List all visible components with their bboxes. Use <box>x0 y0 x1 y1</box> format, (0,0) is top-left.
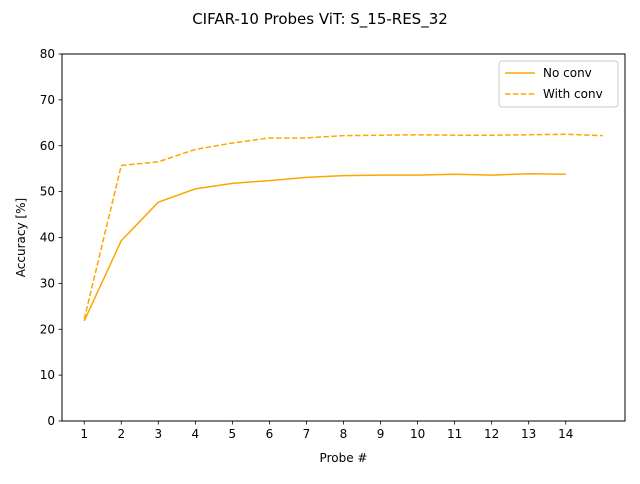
x-tick-label: 6 <box>266 427 274 441</box>
legend-label-no-conv: No conv <box>543 66 592 80</box>
y-tick-label: 70 <box>40 93 55 107</box>
x-tick-label: 1 <box>80 427 88 441</box>
x-tick-label: 3 <box>154 427 162 441</box>
x-tick-label: 5 <box>229 427 237 441</box>
y-axis-label: Accuracy [%] <box>14 198 28 277</box>
x-tick-label: 10 <box>410 427 425 441</box>
x-tick-label: 14 <box>558 427 573 441</box>
x-tick-label: 8 <box>340 427 348 441</box>
series-line-with-conv <box>83 133 603 320</box>
x-tick-label: 12 <box>484 427 499 441</box>
series-line-no-conv <box>83 172 566 322</box>
x-tick-label: 4 <box>192 427 200 441</box>
y-tick-label: 0 <box>47 414 55 428</box>
y-tick-label: 10 <box>40 368 55 382</box>
chart-title: CIFAR-10 Probes ViT: S_15-RES_32 <box>192 10 448 29</box>
x-tick-label: 13 <box>521 427 536 441</box>
legend: No conv With conv <box>498 60 619 108</box>
y-tick-label: 60 <box>40 139 55 153</box>
y-tick-label: 80 <box>40 47 55 61</box>
x-tick-label: 2 <box>117 427 125 441</box>
y-axis: 0 10 20 30 40 50 60 70 80 <box>40 47 62 428</box>
y-tick-label: 20 <box>40 322 55 336</box>
x-tick-label: 9 <box>377 427 385 441</box>
x-axis: 1 2 3 4 5 6 7 8 9 10 11 12 13 14 <box>80 421 573 441</box>
y-tick-label: 40 <box>40 231 55 245</box>
x-axis-label: Probe # <box>320 451 368 465</box>
x-tick-label: 7 <box>303 427 311 441</box>
legend-label-with-conv: With conv <box>543 87 603 101</box>
y-tick-label: 30 <box>40 276 55 290</box>
plot-frame <box>61 53 626 422</box>
x-tick-label: 11 <box>447 427 462 441</box>
y-tick-label: 50 <box>40 185 55 199</box>
series-lines <box>83 133 603 322</box>
